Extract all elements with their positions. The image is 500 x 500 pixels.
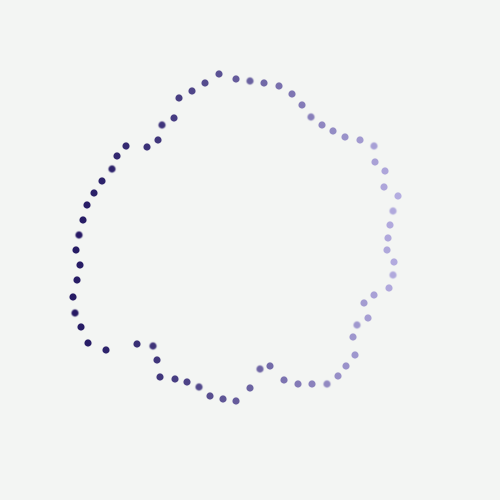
loop-dot [307, 113, 315, 121]
loop-dot [75, 231, 83, 239]
loop-dot [79, 216, 87, 224]
loop-dot [122, 142, 130, 150]
loop-dot [219, 395, 227, 403]
loop-dot [390, 258, 398, 266]
loop-dot [171, 375, 179, 383]
loop-dot [90, 189, 98, 197]
loop-dot [170, 114, 178, 122]
loop-dot [353, 321, 361, 329]
loop-dot [342, 362, 350, 370]
loop-dot [318, 121, 326, 129]
loop-dot [386, 221, 394, 229]
loop-dot [72, 246, 80, 254]
loop-dot [156, 373, 164, 381]
loop-dot [275, 82, 283, 90]
loop-dot [232, 397, 240, 405]
loop-dot [298, 101, 306, 109]
loop-dot [323, 380, 331, 388]
loop-dot [77, 323, 85, 331]
loop-dot [380, 183, 388, 191]
loop-dot [154, 136, 162, 144]
loop-dot [158, 121, 166, 129]
loop-dot [385, 284, 393, 292]
loop-dot [384, 234, 392, 242]
loop-dot [201, 79, 209, 87]
loop-dot [308, 380, 316, 388]
loop-dot [280, 376, 288, 384]
loop-dot [102, 346, 110, 354]
loop-dot [389, 207, 397, 215]
loop-dot [143, 143, 151, 151]
loop-dot [215, 70, 223, 78]
loop-dot [153, 356, 161, 364]
loop-dot [356, 136, 364, 144]
loop-dot [69, 293, 77, 301]
loop-dot [98, 177, 106, 185]
loop-dot [349, 333, 357, 341]
loop-dot [256, 365, 264, 373]
loop-dot [389, 271, 397, 279]
loop-dot [232, 75, 240, 83]
loop-dot [360, 299, 368, 307]
loop-dot [383, 246, 391, 254]
loop-dot [370, 142, 378, 150]
loop-dot [71, 309, 79, 317]
loop-dot [188, 87, 196, 95]
loop-dot [246, 384, 254, 392]
loop-dot [175, 94, 183, 102]
loop-dot [195, 383, 203, 391]
loop-dot [108, 165, 116, 173]
loop-dot [206, 392, 214, 400]
loop-dot [394, 192, 402, 200]
loop-dot [149, 342, 157, 350]
loop-dot [246, 77, 254, 85]
loop-dot [364, 314, 372, 322]
loop-dot [288, 90, 296, 98]
loop-dot [183, 378, 191, 386]
loop-dot [381, 167, 389, 175]
loop-dot [329, 127, 337, 135]
loop-dot [76, 261, 84, 269]
loop-dot [84, 339, 92, 347]
loop-dot [260, 79, 268, 87]
loop-dot [351, 351, 359, 359]
loop-dot [334, 372, 342, 380]
loop-dot [341, 133, 349, 141]
loop-dots [69, 70, 402, 405]
loop-dot [83, 201, 91, 209]
loop-dot [371, 158, 379, 166]
loop-dot [73, 276, 81, 284]
loop-dot [266, 362, 274, 370]
loop-dot [294, 380, 302, 388]
loop-dot [370, 291, 378, 299]
loop-dot [113, 152, 121, 160]
loop-dot [133, 340, 141, 348]
